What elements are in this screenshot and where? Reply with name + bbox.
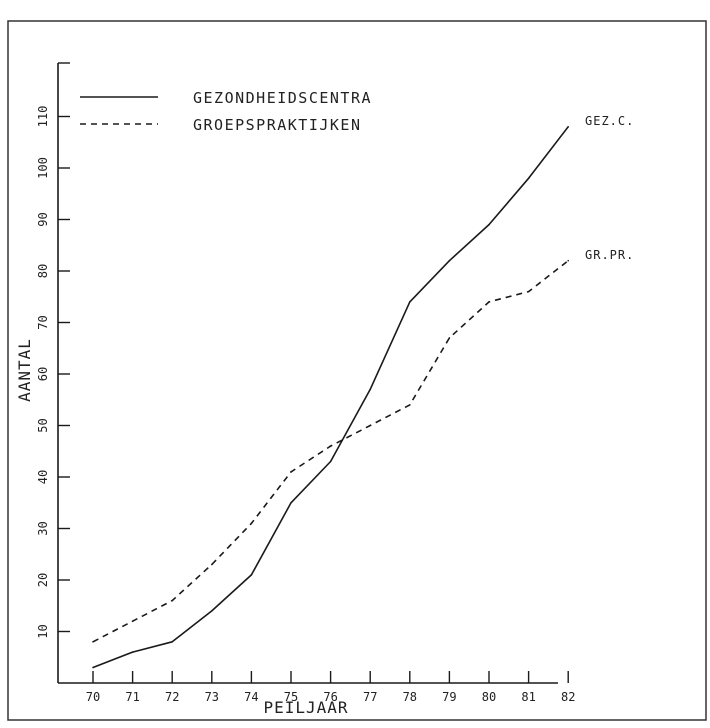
data-point	[131, 651, 134, 653]
data-point	[290, 501, 292, 504]
x-tick-label: 77	[363, 690, 377, 704]
data-point	[409, 301, 411, 303]
data-point	[329, 445, 332, 447]
x-tick-label: 72	[165, 690, 179, 704]
legend: GEZONDHEIDSCENTRA GROEPSPRAKTIJKEN	[80, 89, 372, 134]
y-tick-label: 30	[36, 521, 50, 535]
data-point	[131, 620, 134, 622]
x-tick-label: 74	[244, 690, 258, 704]
axis-ticks: 70 71 72 73 74 75 76 77 78 79 80 81 82 10 20 30 40 50 60 70…	[36, 62, 575, 704]
x-tick-label: 81	[521, 690, 535, 704]
series-layer	[92, 126, 569, 669]
data-point	[527, 177, 530, 180]
series-line-gezondheidscentra	[92, 126, 569, 669]
data-point	[409, 404, 411, 406]
x-tick-label: 71	[125, 690, 139, 704]
y-tick-label: 100	[36, 157, 50, 179]
data-point	[567, 126, 569, 128]
data-point	[527, 290, 530, 293]
data-point	[250, 522, 253, 525]
y-tick-label: 10	[36, 624, 50, 638]
y-tick-label: 90	[36, 212, 50, 226]
legend-label-gezondheidscentra: GEZONDHEIDSCENTRA	[193, 89, 372, 107]
end-label-gezondheidscentra: GEZ.C.	[585, 114, 634, 128]
data-point	[171, 641, 173, 643]
y-tick-label: 80	[36, 264, 50, 278]
data-point	[290, 471, 292, 473]
x-tick-label: 73	[205, 690, 219, 704]
data-point	[448, 337, 451, 339]
data-point	[369, 388, 372, 391]
legend-label-groepspraktijken: GROEPSPRAKTIJKEN	[193, 116, 362, 134]
data-point	[92, 641, 94, 643]
x-tick-label: 80	[482, 690, 496, 704]
x-axis-title: PEILJAAR	[263, 698, 348, 717]
y-tick-label: 40	[36, 470, 50, 484]
data-point	[92, 666, 94, 669]
x-tick-label: 78	[403, 690, 417, 704]
data-point	[211, 610, 213, 612]
end-label-groepspraktijken: GR.PR.	[585, 248, 634, 262]
axes	[57, 63, 558, 684]
x-tick-label: 79	[442, 690, 456, 704]
x-tick-label: 70	[86, 690, 100, 704]
series-line-groepspraktijken	[92, 260, 569, 643]
data-point	[171, 599, 173, 602]
data-point	[488, 223, 490, 226]
y-tick-label: 70	[36, 315, 50, 329]
data-point	[369, 424, 372, 427]
data-point	[448, 259, 451, 262]
y-tick-label: 110	[36, 106, 50, 128]
data-point	[329, 460, 332, 463]
y-axis-title: AANTAL	[15, 338, 34, 402]
y-tick-label: 60	[36, 367, 50, 381]
y-tick-label: 50	[36, 418, 50, 432]
data-point	[250, 574, 253, 576]
y-tick-label: 20	[36, 573, 50, 587]
chart-border	[7, 20, 707, 721]
x-tick-label: 82	[561, 690, 575, 704]
data-point	[567, 259, 569, 262]
data-point	[211, 563, 213, 566]
data-point	[488, 301, 490, 303]
x-tick-label: 75	[284, 690, 298, 704]
x-tick-label: 76	[323, 690, 337, 704]
